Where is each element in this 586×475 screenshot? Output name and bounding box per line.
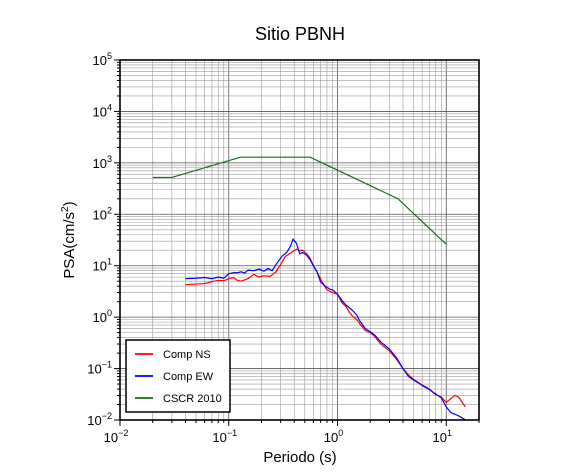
series-line-comp-ew — [185, 238, 466, 420]
y-tick-label-exponent: −1 — [102, 360, 112, 370]
plot-frame — [119, 59, 480, 421]
y-axis-label: PSA(cm/s2) — [60, 201, 78, 278]
x-tick-label-base: 10 — [212, 430, 226, 445]
y-tick-label-base: 10 — [87, 362, 101, 377]
y-tick-label-exponent: 0 — [107, 308, 112, 318]
series-line-cscr-2010 — [152, 156, 447, 245]
y-tick-label: 101 — [93, 257, 112, 274]
x-tick-label: 10−1 — [212, 428, 237, 445]
y-tick-label: 10−1 — [87, 360, 112, 377]
plot-border — [119, 59, 480, 421]
x-tick-label: 101 — [433, 428, 452, 445]
x-tick-label: 10−2 — [104, 428, 129, 445]
y-tick-label: 102 — [93, 205, 112, 222]
x-tick-label-exponent: −1 — [227, 428, 237, 438]
y-tick-label-base: 10 — [93, 207, 107, 222]
y-tick-label: 10−2 — [87, 411, 112, 428]
y-tick-label-base: 10 — [93, 53, 107, 68]
y-tick-label-exponent: −2 — [102, 411, 112, 421]
x-tick-label-exponent: −2 — [118, 428, 128, 438]
x-tick-label-exponent: 1 — [447, 428, 452, 438]
y-tick-label: 103 — [93, 154, 112, 171]
x-tick-label: 100 — [324, 428, 343, 445]
legend: Comp NS Comp EW CSCR 2010 — [125, 339, 231, 413]
x-tick-label-base: 10 — [433, 430, 447, 445]
chart-title: Sitio PBNH — [255, 24, 345, 44]
y-tick-label-base: 10 — [93, 104, 107, 119]
legend-label: CSCR 2010 — [163, 393, 222, 405]
y-tick-label: 100 — [93, 308, 112, 325]
y-axis-label-close: ) — [61, 201, 78, 206]
x-tick-label-base: 10 — [104, 430, 118, 445]
y-tick-label-exponent: 2 — [107, 205, 112, 215]
y-axis-label-superscript: 2 — [60, 206, 71, 212]
y-tick-label-exponent: 3 — [107, 154, 112, 164]
y-axis-label-main: PSA(cm/s — [61, 212, 78, 279]
y-tick-label-base: 10 — [87, 413, 101, 428]
y-tick-label-exponent: 5 — [107, 51, 112, 61]
y-tick-label-exponent: 4 — [107, 102, 112, 112]
y-tick-label-base: 10 — [93, 259, 107, 274]
x-tick-label-exponent: 0 — [338, 428, 343, 438]
legend-label: Comp EW — [163, 371, 214, 383]
x-tick-label-base: 10 — [324, 430, 338, 445]
x-axis-label: Periodo (s) — [263, 449, 336, 466]
series-lines — [152, 156, 466, 420]
y-tick-label: 104 — [93, 102, 112, 119]
y-tick-label-base: 10 — [93, 310, 107, 325]
y-tick-label-exponent: 1 — [107, 257, 112, 267]
y-tick-label: 105 — [93, 51, 112, 68]
y-tick-label-base: 10 — [93, 156, 107, 171]
legend-label: Comp NS — [163, 349, 211, 361]
legend-items: Comp NS Comp EW CSCR 2010 — [135, 349, 222, 405]
